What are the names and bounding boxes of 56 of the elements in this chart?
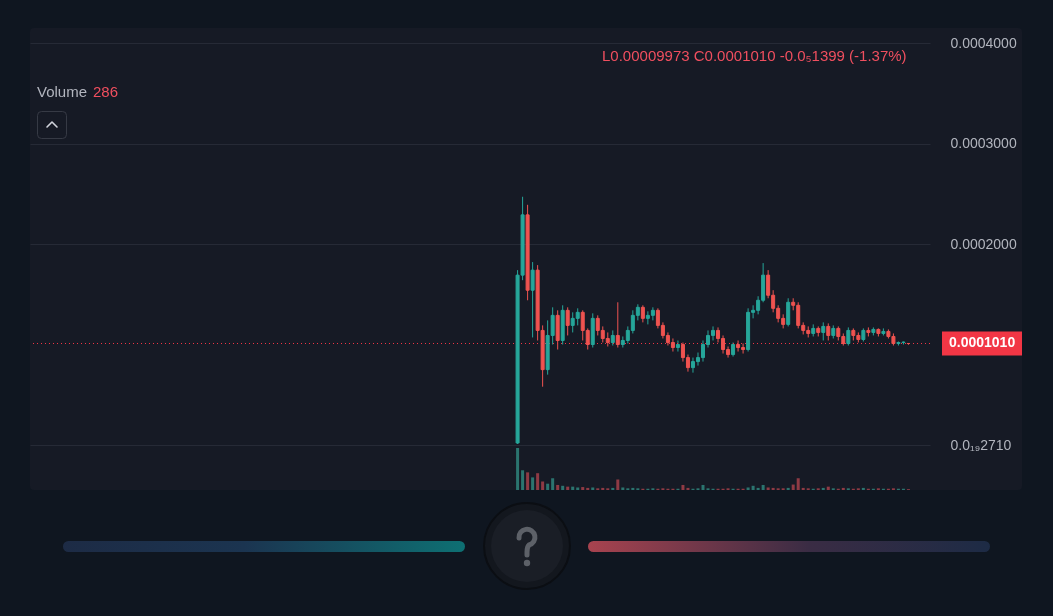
annotation: 286	[93, 83, 119, 101]
bar	[611, 487, 615, 490]
bar	[546, 483, 550, 490]
bar	[861, 487, 865, 490]
candlestick	[846, 326, 851, 347]
bar	[561, 485, 565, 490]
y-tick-label: 0.0₁₉2710	[950, 436, 1012, 453]
bar	[566, 486, 570, 490]
bar	[586, 487, 590, 490]
bar	[621, 487, 625, 490]
y-tick-label: 0.0003000	[950, 135, 1017, 151]
bar	[556, 484, 560, 490]
candlestick	[670, 337, 675, 353]
bar	[601, 487, 605, 490]
bar	[616, 479, 620, 490]
bar	[746, 487, 750, 490]
bar	[786, 487, 790, 490]
bar	[521, 470, 525, 490]
bar	[761, 484, 765, 490]
bar	[751, 485, 755, 490]
bar	[756, 487, 760, 490]
bar	[516, 448, 520, 490]
bar	[686, 487, 690, 490]
ref-line-label: 0.0001010	[949, 334, 1016, 351]
candlestick	[736, 339, 741, 353]
bar	[801, 487, 805, 490]
candlestick	[650, 306, 655, 321]
bar	[826, 486, 830, 490]
bar	[536, 473, 540, 490]
bar	[791, 484, 795, 490]
bar	[681, 484, 685, 490]
bar	[841, 487, 845, 490]
bar	[766, 487, 770, 490]
candlestick	[821, 321, 826, 341]
candlestick	[615, 301, 620, 349]
bar	[631, 487, 635, 490]
candlestick	[786, 297, 791, 327]
bar	[581, 487, 585, 490]
bar	[701, 484, 705, 490]
y-tick-label: 0.0002000	[950, 235, 1017, 252]
candlestick	[530, 261, 535, 338]
bar	[571, 486, 575, 490]
bar	[576, 487, 580, 490]
annotation: Volume	[37, 83, 88, 101]
bar	[531, 477, 535, 490]
bar	[771, 487, 775, 490]
annotation: L0.00009973 C0.0001010 -0.0₅1399 (-1.37%)	[602, 47, 907, 65]
bar	[821, 487, 825, 490]
bar	[591, 487, 595, 490]
y-tick-label: 0.0004000	[950, 34, 1017, 51]
candlestick	[675, 339, 680, 353]
bar	[541, 481, 545, 490]
bar	[796, 478, 800, 490]
bar	[526, 472, 530, 490]
bar	[551, 478, 555, 490]
candlestick	[565, 306, 570, 336]
